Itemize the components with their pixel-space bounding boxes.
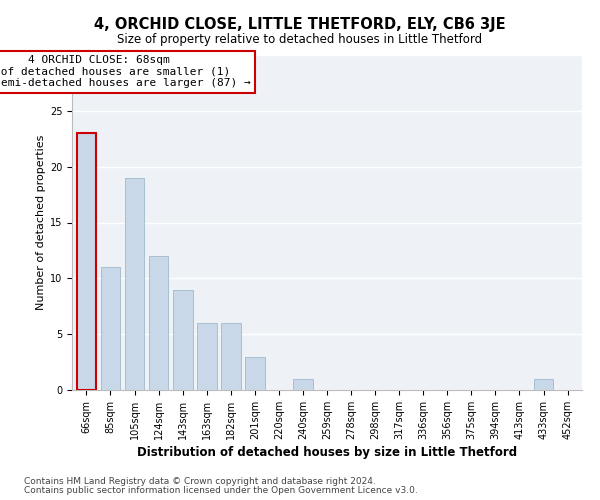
Bar bbox=[173, 290, 193, 390]
Bar bbox=[77, 133, 96, 390]
Bar bbox=[125, 178, 145, 390]
Text: Size of property relative to detached houses in Little Thetford: Size of property relative to detached ho… bbox=[118, 32, 482, 46]
Text: Contains public sector information licensed under the Open Government Licence v3: Contains public sector information licen… bbox=[24, 486, 418, 495]
Text: Contains HM Land Registry data © Crown copyright and database right 2024.: Contains HM Land Registry data © Crown c… bbox=[24, 477, 376, 486]
Bar bbox=[293, 379, 313, 390]
Y-axis label: Number of detached properties: Number of detached properties bbox=[35, 135, 46, 310]
X-axis label: Distribution of detached houses by size in Little Thetford: Distribution of detached houses by size … bbox=[137, 446, 517, 459]
Bar bbox=[245, 356, 265, 390]
Bar bbox=[197, 323, 217, 390]
Bar bbox=[149, 256, 169, 390]
Bar bbox=[101, 267, 121, 390]
Text: 4, ORCHID CLOSE, LITTLE THETFORD, ELY, CB6 3JE: 4, ORCHID CLOSE, LITTLE THETFORD, ELY, C… bbox=[94, 18, 506, 32]
Bar bbox=[533, 379, 553, 390]
Text: 4 ORCHID CLOSE: 68sqm
← 1% of detached houses are smaller (1)
97% of semi-detach: 4 ORCHID CLOSE: 68sqm ← 1% of detached h… bbox=[0, 55, 250, 88]
Bar bbox=[221, 323, 241, 390]
